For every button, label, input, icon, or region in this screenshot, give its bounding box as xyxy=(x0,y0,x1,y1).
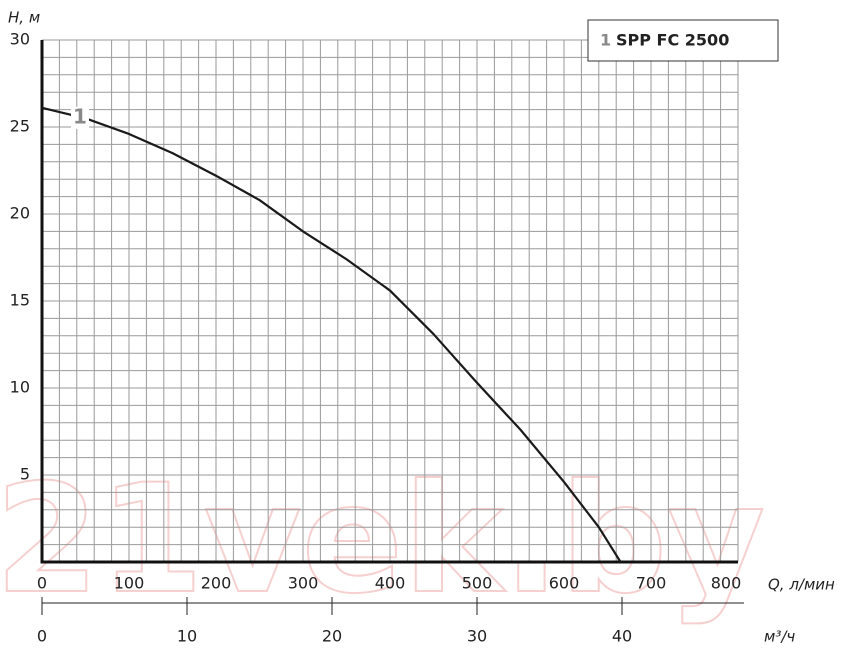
x-tick-label: 400 xyxy=(375,574,406,593)
curve-label-bg xyxy=(71,106,89,129)
x2-tick-label: 0 xyxy=(37,627,47,646)
x2-tick-label: 30 xyxy=(467,627,487,646)
y-tick-label: 15 xyxy=(10,291,30,310)
y-tick-label: 5 xyxy=(20,465,30,484)
watermark: 21vek.by xyxy=(0,453,765,627)
legend-number: 1 xyxy=(600,31,611,50)
x-tick-label: 600 xyxy=(549,574,580,593)
x-tick-label: 800 xyxy=(711,574,742,593)
curve xyxy=(41,106,622,563)
x-tick-label: 500 xyxy=(462,574,493,593)
x-tick-label: 200 xyxy=(201,574,232,593)
x2-tick-label: 40 xyxy=(612,627,632,646)
x2-tick-label: 10 xyxy=(177,627,197,646)
y-tick-label: 25 xyxy=(10,117,30,136)
x-tick-label: 0 xyxy=(37,574,47,593)
x-tick-label: 300 xyxy=(288,574,319,593)
x-axis-label: Q, л/мин xyxy=(768,576,835,594)
x-tick-label: 100 xyxy=(114,574,145,593)
x2-axis-label: м³/ч xyxy=(764,628,795,646)
grid xyxy=(41,39,739,562)
x2-tick-label: 20 xyxy=(322,627,342,646)
y-tick-label: 10 xyxy=(10,378,30,397)
y-tick-label: 20 xyxy=(10,204,30,223)
curve-label: 1 xyxy=(73,104,87,128)
legend-box xyxy=(587,19,779,62)
x-tick-label: 700 xyxy=(636,574,667,593)
y-axis-label: H, м xyxy=(8,9,40,27)
y-tick-label: 30 xyxy=(10,30,30,49)
legend-entry: SPP FC 2500 xyxy=(616,31,729,50)
